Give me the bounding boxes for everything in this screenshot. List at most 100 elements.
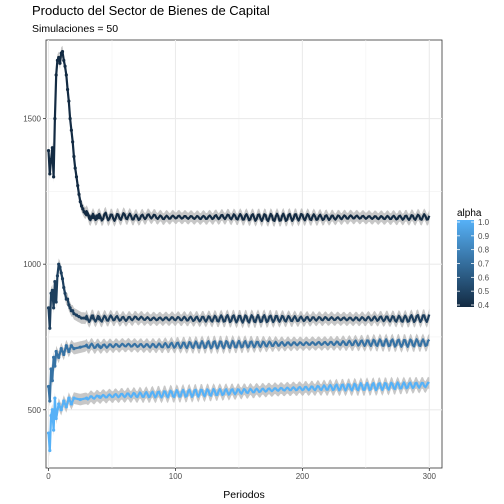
series-point — [63, 64, 67, 68]
legend-label: 0.5 — [478, 287, 490, 296]
series-point — [72, 312, 76, 316]
series-point — [69, 402, 73, 406]
x-tick-label: 0 — [46, 472, 51, 481]
chart-subtitle: Simulaciones = 50 — [32, 23, 118, 35]
series-line — [47, 381, 430, 452]
legend-label: 0.6 — [478, 273, 490, 282]
series-point — [53, 280, 57, 284]
series-point — [62, 399, 66, 403]
series-point — [64, 344, 68, 348]
series-point — [95, 214, 99, 218]
series-point — [48, 399, 52, 403]
legend-label: 0.4 — [478, 301, 490, 310]
series-point — [97, 216, 101, 220]
series-point — [65, 297, 70, 301]
series-point — [68, 117, 72, 121]
series-point — [78, 397, 82, 402]
series-point — [72, 347, 76, 351]
plot-panel — [45, 39, 443, 469]
series-point — [52, 306, 56, 310]
series-point — [91, 316, 95, 320]
y-tick-label: 1000 — [23, 260, 41, 269]
series-point — [79, 204, 84, 208]
series-point — [63, 291, 67, 295]
series-point — [54, 349, 58, 354]
series-point — [72, 154, 76, 159]
series-point — [74, 313, 79, 317]
series-point — [48, 448, 52, 453]
series-point — [97, 395, 101, 399]
x-tick-label: 300 — [423, 472, 437, 481]
series-point — [57, 262, 61, 266]
series-point — [82, 316, 86, 320]
series-point — [97, 317, 101, 321]
series-point — [85, 317, 89, 321]
series-point — [77, 314, 81, 319]
series-point — [59, 347, 63, 351]
series-point — [78, 199, 82, 204]
series-point — [62, 352, 66, 357]
series-point — [53, 364, 57, 368]
confidence-band — [48, 333, 430, 407]
series-point — [50, 379, 54, 383]
series-point — [49, 413, 53, 418]
series-point — [60, 50, 65, 54]
legend-label: 0.9 — [478, 232, 490, 241]
series-point — [49, 157, 53, 161]
series-point — [48, 172, 52, 176]
series-point — [60, 277, 65, 281]
series-point — [50, 146, 54, 150]
series-point — [46, 431, 51, 435]
series-point — [69, 128, 73, 132]
series-point — [78, 345, 82, 349]
series-point — [68, 306, 72, 310]
series-point — [46, 149, 51, 153]
chart-title: Producto del Sector de Bienes de Capital — [32, 3, 270, 18]
series-point — [67, 303, 71, 307]
line-layer — [46, 50, 431, 453]
series-point — [53, 117, 57, 121]
series-point — [65, 87, 70, 92]
series-point — [49, 367, 53, 371]
series-point — [57, 402, 61, 406]
confidence-band — [48, 258, 430, 335]
series-point — [85, 344, 89, 348]
x-axis-title: Periodos — [223, 489, 264, 501]
series-point — [55, 274, 60, 278]
series-point — [67, 396, 71, 400]
legend: alpha 1.0 0.9 0.8 0.7 0.6 0.5 0.4 — [457, 208, 490, 310]
series-point — [52, 355, 56, 359]
series-point — [77, 192, 81, 196]
series-point — [90, 216, 94, 220]
series-point — [48, 326, 52, 330]
series-point — [85, 213, 89, 217]
series-point — [59, 408, 63, 412]
series-point — [55, 58, 60, 62]
legend-label: 1.0 — [478, 218, 490, 227]
series-point — [54, 73, 58, 77]
series-point — [74, 175, 79, 179]
series-point — [85, 396, 89, 400]
y-tick-label: 500 — [28, 406, 42, 415]
series-point — [64, 405, 68, 409]
series-point — [71, 309, 75, 313]
series-point — [72, 396, 76, 400]
series-point — [81, 207, 85, 211]
series-point — [54, 416, 58, 421]
series-point — [58, 265, 62, 269]
legend-label: 0.7 — [478, 260, 490, 269]
series-line — [47, 338, 431, 403]
series-point — [87, 214, 91, 218]
series-point — [49, 291, 53, 295]
legend-title: alpha — [457, 208, 482, 219]
series-point — [50, 408, 54, 412]
series-point — [46, 306, 51, 310]
series-point — [64, 73, 68, 77]
legend-label: 0.8 — [478, 246, 490, 255]
legend-colorbar — [457, 220, 474, 307]
series-point — [97, 344, 101, 348]
series-line — [47, 50, 431, 223]
series-point — [71, 140, 75, 144]
